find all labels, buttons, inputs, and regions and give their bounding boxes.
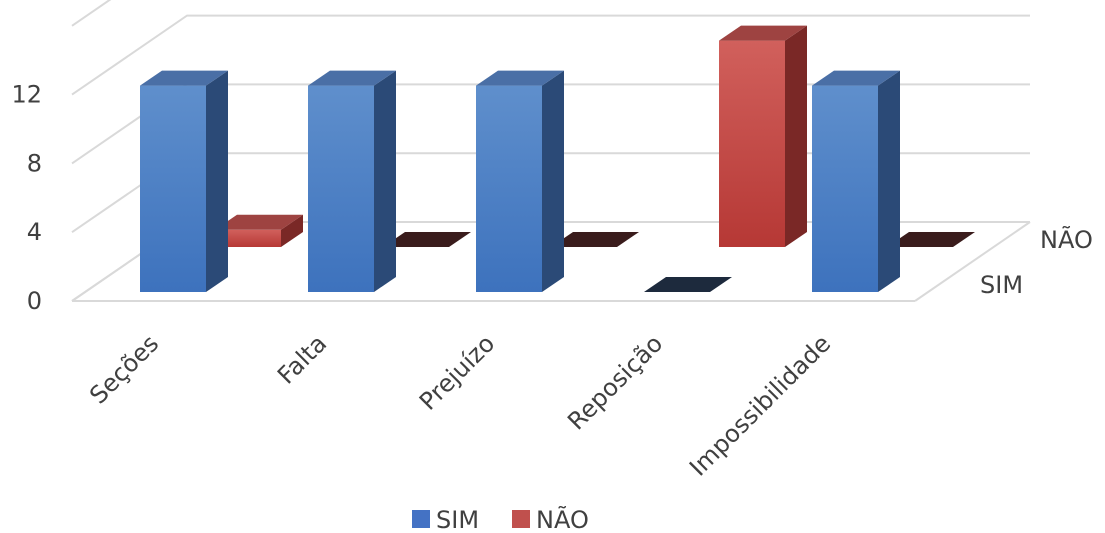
bar-side — [542, 70, 564, 292]
legend-swatch — [512, 510, 530, 528]
bar-side — [785, 25, 807, 247]
bar-top — [719, 25, 807, 41]
gridline — [71, 0, 112, 27]
bar-NÃO-Reposição — [719, 25, 807, 247]
bar-front — [140, 85, 206, 292]
bar-NÃO-Prejuízo — [551, 232, 639, 247]
y-axis-ticks: 0 4 8 12 — [11, 81, 42, 315]
bar-NÃO-Impossibilidade — [887, 232, 975, 247]
x-axis-labels: Seções Falta Prejuízo Reposição Impossibilid… — [84, 329, 836, 481]
bar-front — [812, 85, 878, 292]
bar-top — [215, 214, 303, 230]
bar-top — [812, 70, 900, 86]
bar-front — [476, 85, 542, 292]
x-tick-label: Impossibilidade — [684, 329, 836, 481]
legend-label: SIM — [436, 506, 479, 533]
bar-NÃO-Falta — [383, 232, 471, 247]
bar-side — [878, 70, 900, 292]
bar-side — [281, 214, 303, 247]
bar-face — [551, 232, 639, 247]
y-tick-label: 8 — [27, 149, 42, 177]
bar-SIM-Seções — [140, 70, 228, 292]
x-tick-label: Seções — [84, 329, 164, 409]
bar-SIM-Reposição — [644, 277, 732, 292]
bar-face — [887, 232, 975, 247]
bar-top — [308, 70, 396, 86]
bar-SIM-Prejuízo — [476, 70, 564, 292]
y-tick-label: 12 — [11, 81, 42, 109]
bar-SIM-Falta — [308, 70, 396, 292]
bar-front — [719, 40, 785, 247]
bars — [140, 25, 975, 292]
x-tick-label: Reposição — [562, 329, 668, 435]
bar-top — [140, 70, 228, 86]
bar-front — [215, 229, 281, 247]
y-tick-label: 0 — [27, 287, 42, 315]
legend-swatch — [412, 510, 430, 528]
bar-NÃO-Seções — [215, 214, 303, 247]
y-tick-label: 4 — [27, 218, 42, 246]
bar-front — [308, 85, 374, 292]
x-tick-label: Prejuízo — [414, 329, 500, 415]
bar-face — [644, 277, 732, 292]
depth-axis-label: NÃO — [1040, 224, 1093, 254]
floor-edge — [914, 221, 1031, 302]
legend: SIM NÃO — [412, 504, 589, 533]
bar-SIM-Impossibilidade — [812, 70, 900, 292]
x-tick-label: Falta — [272, 329, 332, 389]
bar-side — [374, 70, 396, 292]
depth-axis-labels: SIM NÃO — [980, 224, 1093, 299]
bar-side — [206, 70, 228, 292]
bar-top — [476, 70, 564, 86]
legend-label: NÃO — [536, 504, 589, 533]
bar-face — [383, 232, 471, 247]
gridline — [71, 14, 1030, 96]
depth-axis-label: SIM — [980, 271, 1023, 299]
